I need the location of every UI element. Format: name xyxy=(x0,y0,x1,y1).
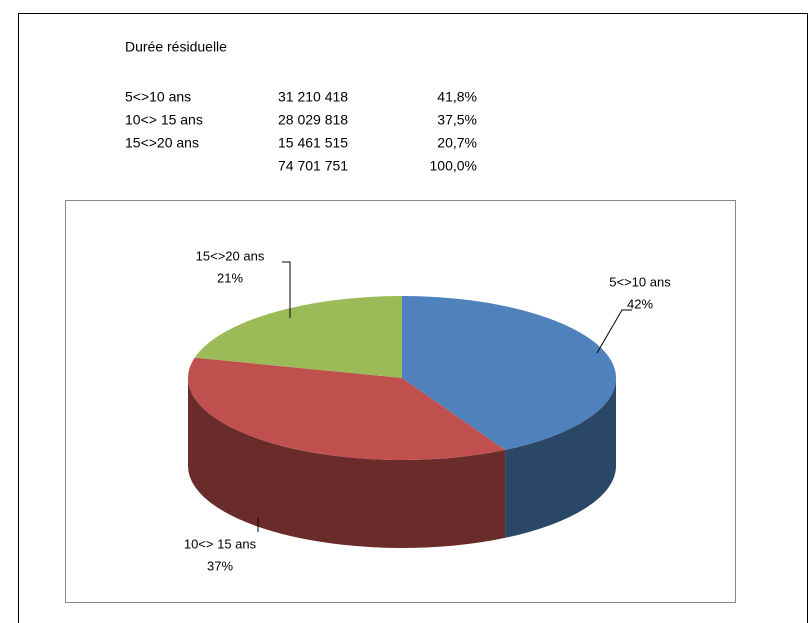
slice-label: 5<>10 ans xyxy=(609,274,671,289)
sheet-border xyxy=(18,13,808,623)
row-label: 15<>20 ans xyxy=(125,135,199,151)
pie: 5<>10 ans 42% 10<> 15 ans 37% 15<>20 ans 21% xyxy=(184,248,671,573)
slice-label: 15<>20 ans xyxy=(196,248,265,263)
leader-line xyxy=(596,309,632,354)
pie-slice xyxy=(402,296,616,450)
row-amount: 31 210 418 xyxy=(278,89,348,105)
pie-side xyxy=(505,378,616,538)
leader-line xyxy=(282,261,291,318)
row-label: 10<> 15 ans xyxy=(125,112,203,128)
row-share: 41,8% xyxy=(437,89,477,105)
row-share: 20,7% xyxy=(437,135,477,151)
pie-side xyxy=(187,378,506,549)
table-title: Durée résiduelle xyxy=(125,39,227,55)
slice-value: 21% xyxy=(217,270,243,285)
row-amount: 15 461 515 xyxy=(278,135,348,151)
row-amount: 28 029 818 xyxy=(278,112,348,128)
pie-slice xyxy=(188,357,506,460)
row-label: 5<>10 ans xyxy=(125,89,191,105)
table: 5<>10 ans 31 210 418 41,8% 10<> 15 ans 28 02… xyxy=(125,89,477,174)
pie-slice xyxy=(194,296,402,378)
slice-value: 42% xyxy=(627,296,653,311)
slice-label: 10<> 15 ans xyxy=(184,536,257,551)
total-amount: 74 701 751 xyxy=(278,158,348,174)
row-share: 37,5% xyxy=(437,112,477,128)
total-share: 100,0% xyxy=(430,158,477,174)
slice-value: 37% xyxy=(207,558,233,573)
